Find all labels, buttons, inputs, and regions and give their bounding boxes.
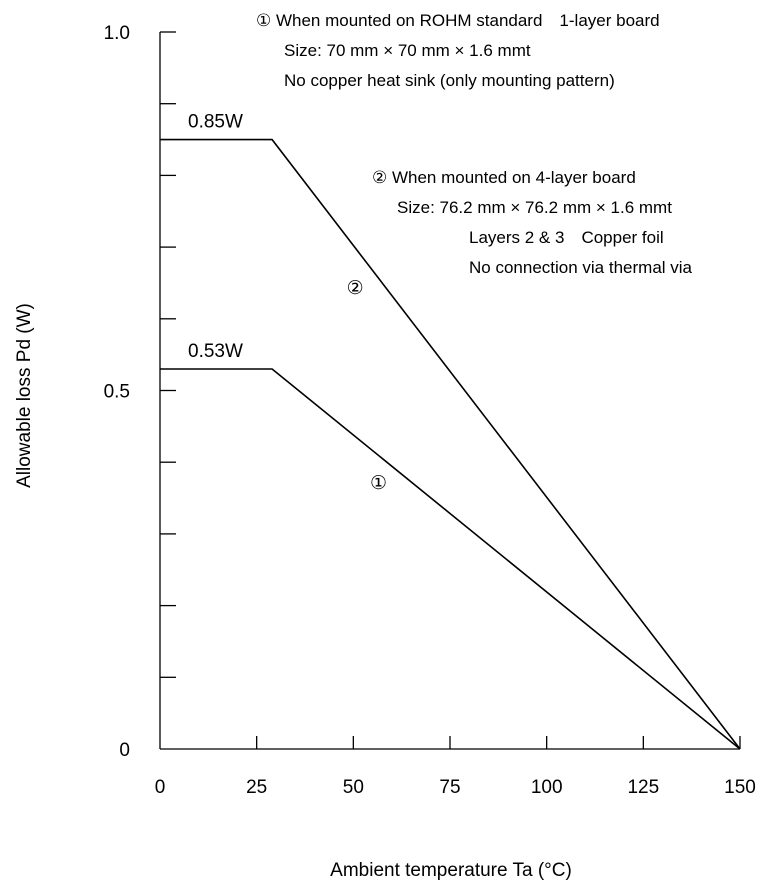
y-ticks: 0 0.5 1.0 bbox=[104, 23, 176, 761]
note-1-line-2: Size: 70 mm × 70 mm × 1.6 mmt bbox=[284, 41, 531, 60]
x-tick-label: 100 bbox=[531, 777, 563, 798]
note-1-line-3: No copper heat sink (only mounting patte… bbox=[284, 71, 615, 90]
note-2-line-3: Layers 2 & 3 Copper foil bbox=[469, 228, 664, 247]
x-tick-label: 50 bbox=[343, 777, 364, 798]
series-layer bbox=[160, 138, 741, 750]
series-marker-2: ② bbox=[347, 278, 364, 299]
x-ticks: 0 25 50 75 100 125 150 bbox=[155, 736, 756, 798]
y-axis-label: Allowable loss Pd (W) bbox=[14, 303, 35, 488]
x-axis-label: Ambient temperature Ta (°C) bbox=[330, 860, 572, 881]
note-2-line-4: No connection via thermal via bbox=[469, 258, 693, 277]
y-tick-label: 0.5 bbox=[104, 382, 130, 403]
note-2-line-1: ② When mounted on 4-layer board bbox=[372, 168, 636, 187]
x-tick-label: 25 bbox=[246, 777, 267, 798]
note-1-line-1: ① When mounted on ROHM standard 1-layer … bbox=[256, 11, 660, 30]
series-line-1 bbox=[160, 368, 741, 750]
x-tick-label: 125 bbox=[627, 777, 659, 798]
value-labels: 0.53W ① 0.85W ② bbox=[188, 112, 387, 494]
y-tick-label: 1.0 bbox=[104, 23, 130, 44]
series-line-2 bbox=[160, 138, 741, 750]
x-tick-label: 150 bbox=[724, 777, 756, 798]
note-1-layer-board: ① When mounted on ROHM standard 1-layer … bbox=[256, 11, 660, 90]
note-4-layer-board: ② When mounted on 4-layer board Size: 76… bbox=[372, 168, 693, 277]
series-marker-1: ① bbox=[370, 473, 387, 494]
y-tick-label: 0 bbox=[119, 740, 130, 761]
x-tick-label: 0 bbox=[155, 777, 166, 798]
note-2-line-2: Size: 76.2 mm × 76.2 mm × 1.6 mmt bbox=[397, 198, 672, 217]
x-tick-label: 75 bbox=[439, 777, 460, 798]
value-label-1: 0.53W bbox=[188, 341, 243, 362]
value-label-2: 0.85W bbox=[188, 112, 243, 133]
